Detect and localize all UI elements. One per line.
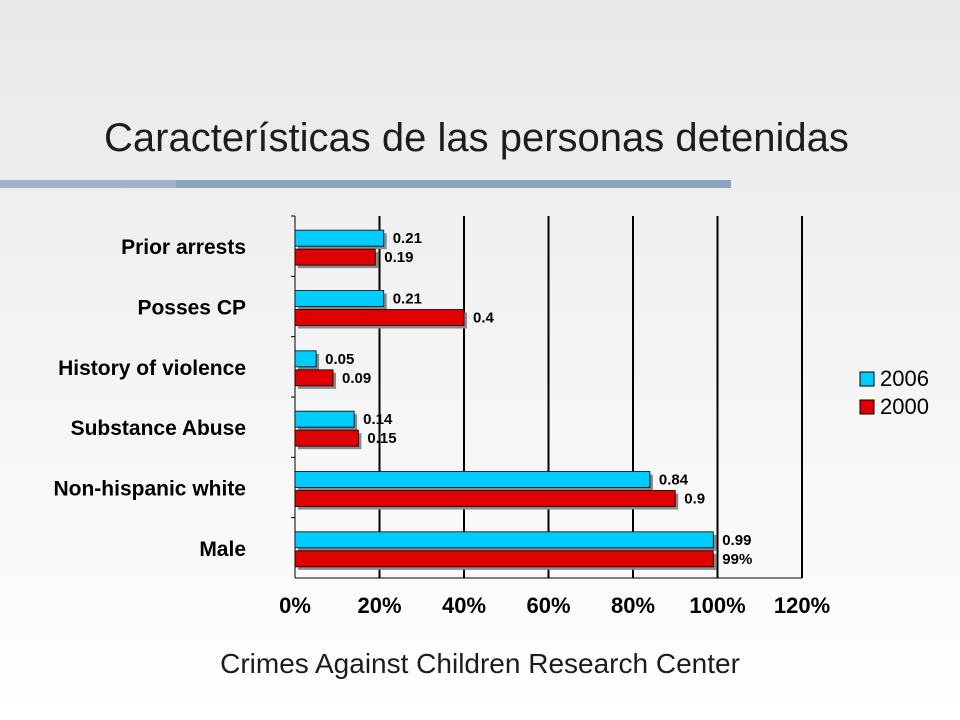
category-label: Non-hispanic white xyxy=(53,478,246,501)
x-tick-label: 120% xyxy=(774,593,830,618)
data-label: 0.15 xyxy=(367,430,396,447)
legend-swatch-2000 xyxy=(859,399,875,415)
bar-2006 xyxy=(294,350,317,368)
title-rule-accent xyxy=(0,180,176,188)
x-tick-label: 100% xyxy=(689,593,745,618)
x-tick-label: 0% xyxy=(279,593,311,618)
data-label: 0.05 xyxy=(325,351,354,368)
bar-2006 xyxy=(294,531,714,549)
x-tick-label: 20% xyxy=(357,593,401,618)
x-tick-label: 80% xyxy=(611,593,655,618)
category-label: History of violence xyxy=(58,357,246,380)
footer-credit: Crimes Against Children Research Center xyxy=(220,648,740,679)
x-tick-label: 60% xyxy=(526,593,570,618)
legend-label: 2006 xyxy=(880,366,929,391)
x-tick-label: 40% xyxy=(442,593,486,618)
data-label: 99% xyxy=(722,551,752,568)
data-label: 0.9 xyxy=(684,491,705,508)
bar-2000 xyxy=(294,369,334,387)
category-label: Male xyxy=(199,538,246,561)
category-label: Substance Abuse xyxy=(71,417,246,440)
bar-2000 xyxy=(294,429,359,447)
bar-2006 xyxy=(294,471,651,488)
legend-swatch-2006 xyxy=(859,371,875,387)
legend-label: 2000 xyxy=(880,394,929,419)
data-label: 0.21 xyxy=(393,230,422,247)
bar-2000 xyxy=(294,248,376,266)
data-label: 0.09 xyxy=(342,370,371,387)
bar-2000 xyxy=(294,550,714,568)
data-label: 0.19 xyxy=(384,249,413,266)
bar-2006 xyxy=(294,290,385,307)
category-label: Posses CP xyxy=(137,297,246,320)
bar-2006 xyxy=(294,229,385,247)
data-label: 0.4 xyxy=(473,310,495,327)
data-label: 0.21 xyxy=(393,291,422,308)
bar-2000 xyxy=(294,309,465,326)
bar-chart: 0% 20% 40% 60% 80% 100% 120% Prior arrests 0.21 0… xyxy=(53,215,929,618)
bar-2006 xyxy=(294,410,355,428)
data-label: 0.14 xyxy=(363,411,393,428)
data-label: 0.84 xyxy=(659,472,689,489)
category-label: Prior arrests xyxy=(121,236,246,259)
title-rule xyxy=(176,180,731,188)
slide-title: Características de las personas detenida… xyxy=(104,116,849,160)
bar-2000 xyxy=(294,490,676,507)
data-label: 0.99 xyxy=(722,532,751,549)
